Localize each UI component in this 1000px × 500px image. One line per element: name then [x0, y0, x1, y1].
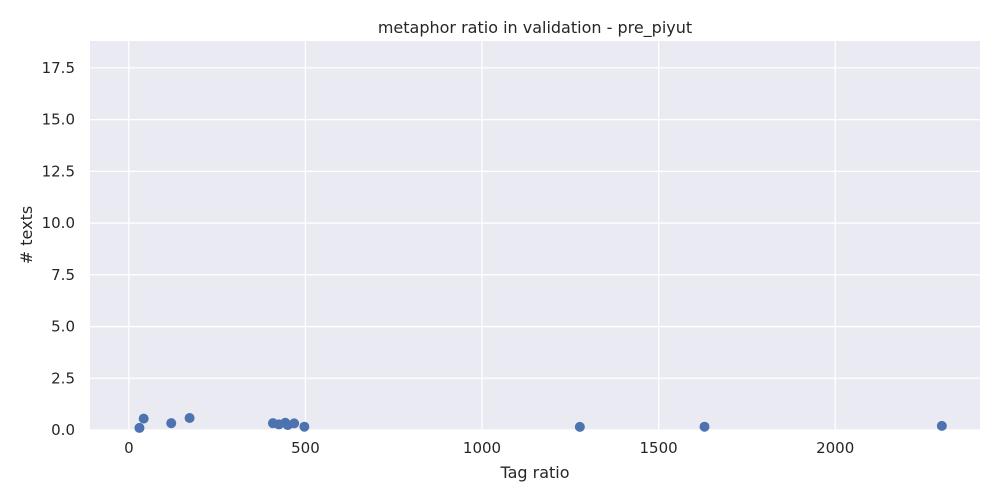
- x-tick-labels: 0 500 1000 1500 2000: [124, 439, 854, 457]
- data-point: [699, 421, 710, 432]
- data-point: [299, 421, 310, 432]
- x-tick-label: 0: [124, 439, 134, 457]
- plot-area: [90, 41, 980, 430]
- data-point: [166, 418, 177, 429]
- x-tick-label: 500: [291, 439, 320, 457]
- y-tick-labels: 0.0 2.5 5.0 7.5 10.0 12.5 15.0 17.5: [42, 59, 75, 439]
- y-tick-label: 15.0: [42, 111, 75, 129]
- data-point: [289, 418, 300, 429]
- x-tick-label: 1500: [640, 439, 678, 457]
- y-tick-label: 0.0: [51, 421, 75, 439]
- chart-title: metaphor ratio in validation - pre_piyut: [378, 18, 692, 38]
- y-tick-label: 5.0: [51, 318, 75, 336]
- y-gridlines: [90, 67, 980, 431]
- x-tick-label: 1000: [463, 439, 501, 457]
- y-tick-label: 10.0: [42, 214, 75, 232]
- y-tick-label: 12.5: [42, 162, 75, 180]
- data-point: [574, 421, 585, 432]
- y-tick-label: 2.5: [51, 369, 75, 387]
- data-points: [134, 412, 947, 433]
- x-gridlines: [128, 41, 836, 430]
- y-axis-title: # texts: [17, 206, 36, 264]
- data-point: [134, 422, 145, 433]
- y-tick-label: 17.5: [42, 59, 75, 77]
- x-tick-label: 2000: [816, 439, 854, 457]
- y-tick-label: 7.5: [51, 266, 75, 284]
- data-point: [936, 420, 947, 431]
- x-axis-title: Tag ratio: [499, 463, 569, 482]
- data-point: [184, 412, 195, 423]
- data-point: [138, 413, 149, 424]
